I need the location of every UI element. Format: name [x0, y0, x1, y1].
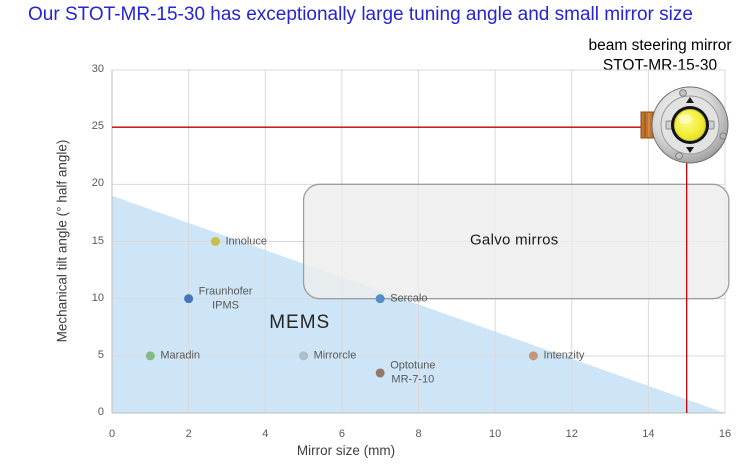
page-title: Our STOT-MR-15-30 has exceptionally larg…: [28, 4, 693, 25]
galvo-region: [302, 183, 730, 300]
data-point-optotune-mr-7-10: [375, 368, 385, 378]
data-point-sercalo: [375, 294, 385, 304]
x-axis-title: Mirror size (mm): [296, 443, 396, 458]
data-point-mirrorcle: [299, 351, 309, 361]
mirror-callout-line1: beam steering mirror: [588, 37, 732, 54]
data-point-intenzity: [528, 351, 538, 361]
data-point-fraunhofer-ipms: [184, 294, 194, 304]
y-axis-title: Mechanical tilt angle (° half angle): [54, 139, 70, 343]
data-point-maradin: [145, 351, 155, 361]
data-point-innoluce: [210, 237, 220, 246]
stot-mirror-image: [640, 86, 729, 164]
